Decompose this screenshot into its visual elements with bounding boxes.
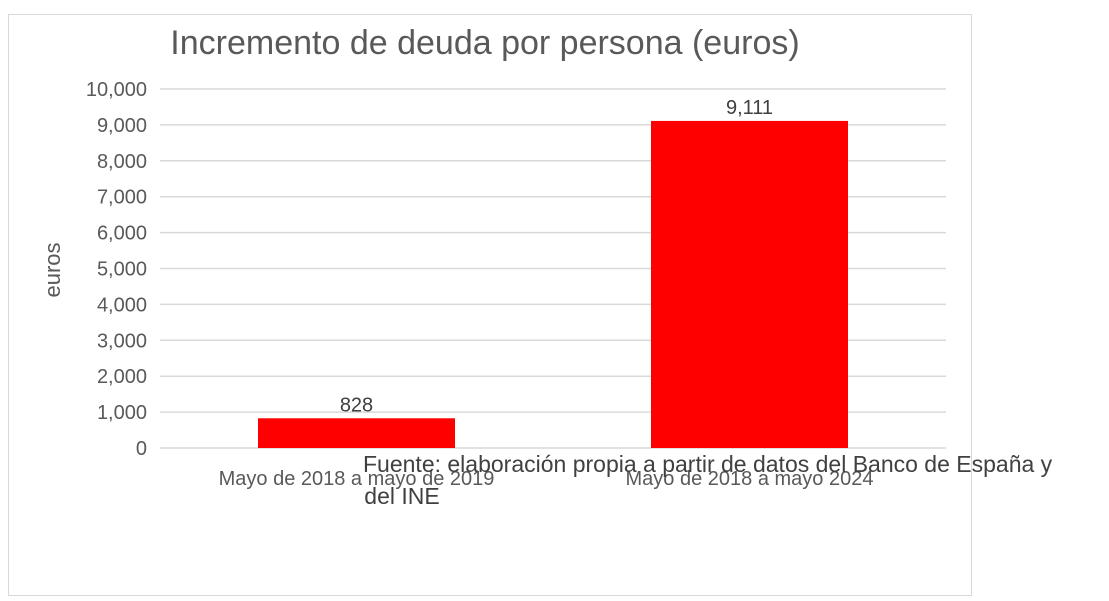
category-label: Mayo de 2018 a mayo 2024 <box>626 468 874 490</box>
y-tick-label: 9,000 <box>97 115 147 137</box>
y-tick-label: 8,000 <box>97 151 147 173</box>
data-labels: 828 9,111 <box>340 97 773 416</box>
y-tick-label: 4,000 <box>97 294 147 316</box>
chart-title: Incremento de deuda por persona (euros) <box>170 24 799 62</box>
y-axis-tick-labels: 0 1,000 2,000 3,000 4,000 5,000 6,000 7,000 8,00… <box>86 79 147 460</box>
x-axis-category-labels: Mayo de 2018 a mayo de 2019 Mayo de 2018 … <box>219 468 874 490</box>
y-tick-label: 7,000 <box>97 187 147 209</box>
source-note-line: Fuente: elaboración propia a partir de d… <box>363 451 1053 477</box>
y-axis-title: euros <box>40 242 65 297</box>
bar-value-label: 9,111 <box>726 97 773 119</box>
bars <box>258 120 848 448</box>
source-note: Fuente: elaboración propia a partir de d… <box>363 451 1053 509</box>
y-tick-label: 0 <box>136 438 147 460</box>
y-tick-label: 5,000 <box>97 259 147 281</box>
y-tick-label: 10,000 <box>86 79 147 101</box>
bar <box>258 418 455 448</box>
source-note-line: del INE <box>364 483 439 509</box>
y-tick-label: 2,000 <box>97 366 147 388</box>
category-label: Mayo de 2018 a mayo de 2019 <box>219 468 495 490</box>
y-tick-label: 1,000 <box>97 402 147 424</box>
y-tick-label: 6,000 <box>97 223 147 245</box>
bar <box>651 120 848 448</box>
y-tick-label: 3,000 <box>97 330 147 352</box>
bar-value-label: 828 <box>340 394 373 416</box>
